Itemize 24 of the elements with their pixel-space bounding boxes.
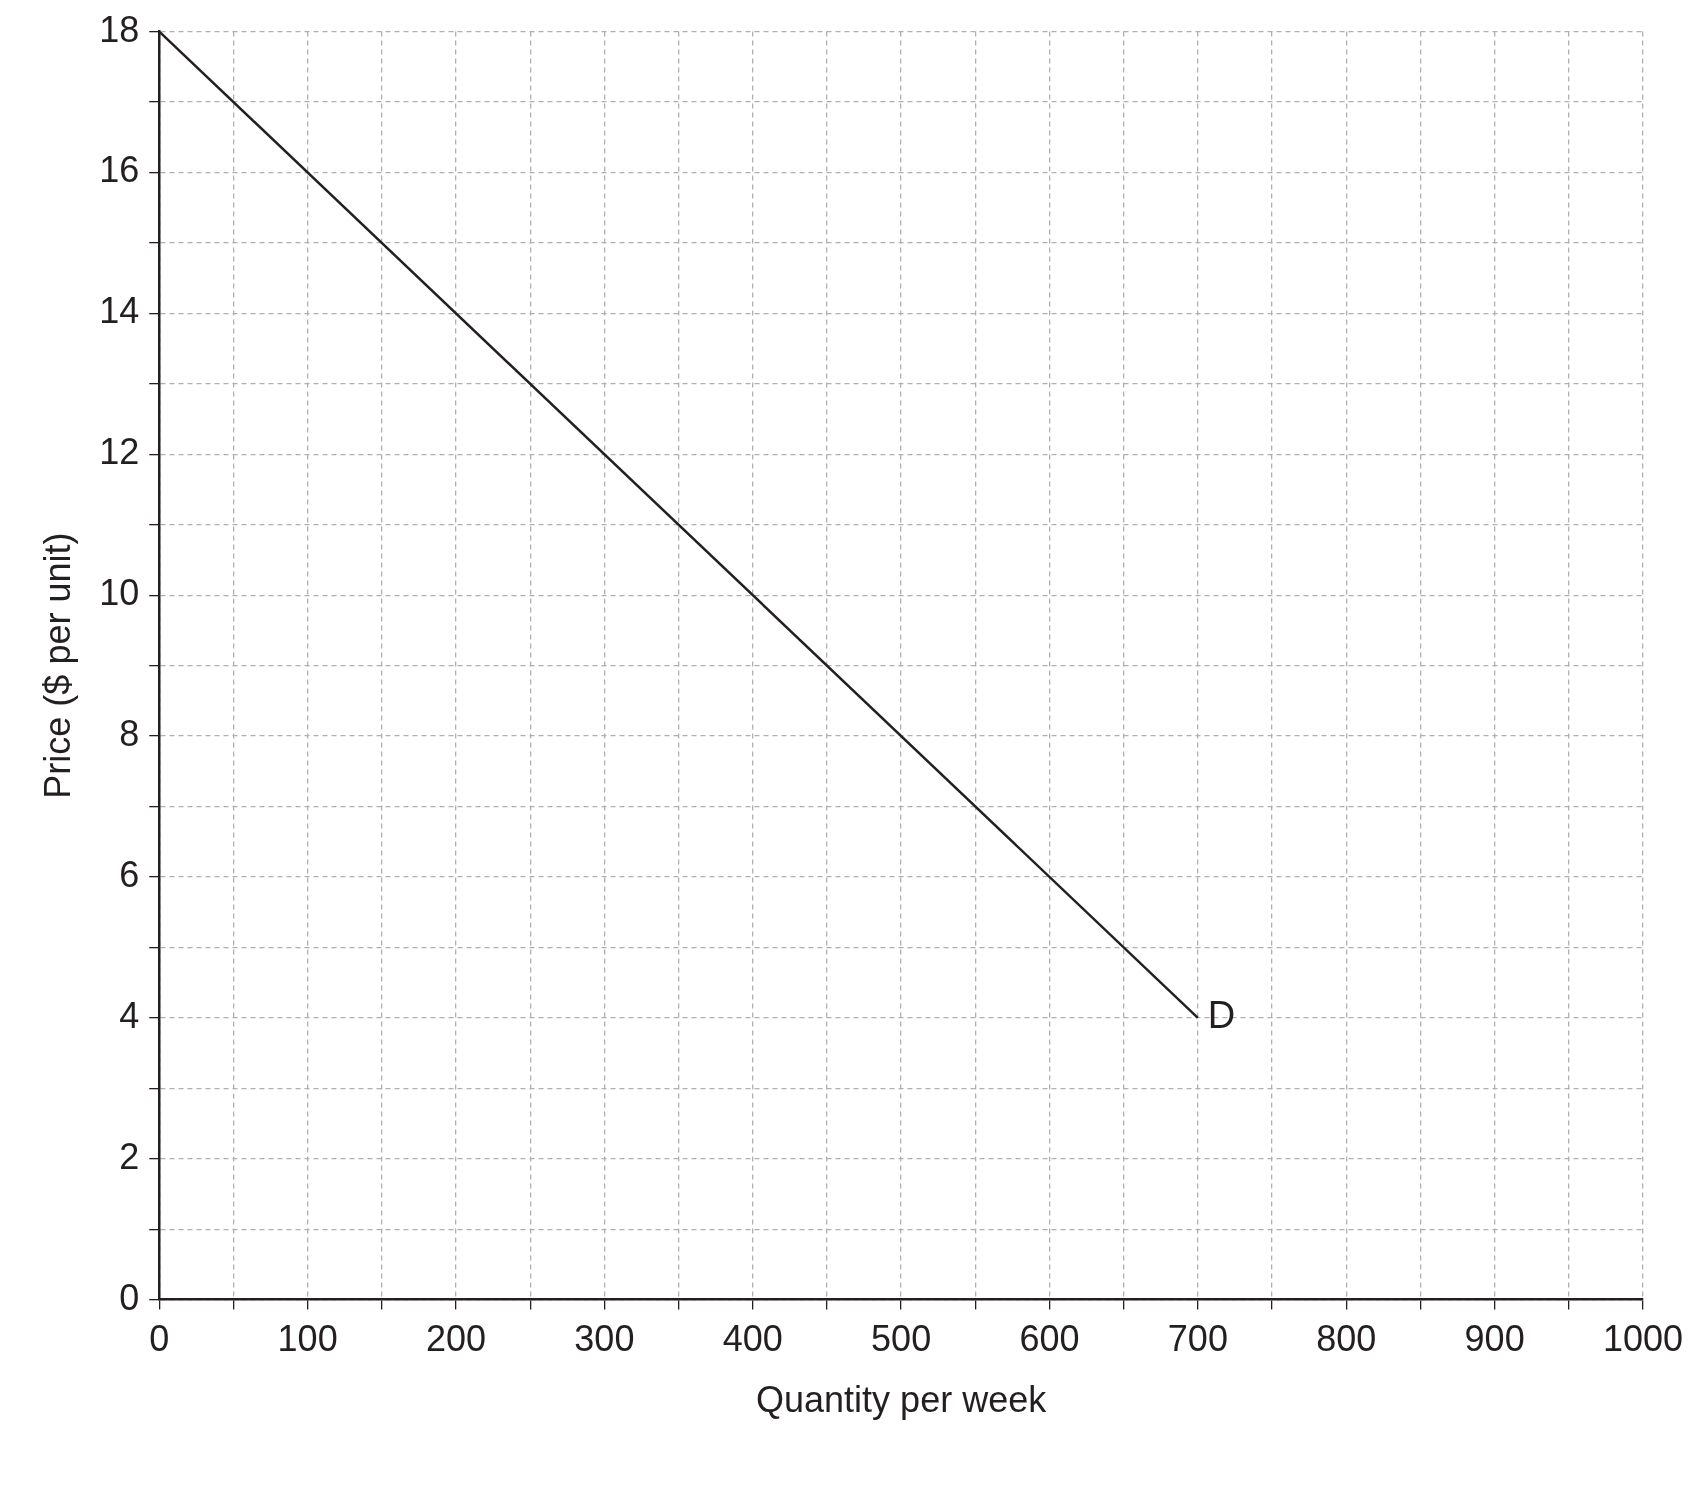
x-tick-label: 700: [1167, 1318, 1228, 1360]
x-tick-label: 600: [1019, 1318, 1080, 1360]
y-tick-label: 12: [99, 431, 140, 473]
y-tick-label: 14: [99, 290, 140, 332]
x-tick-label: 1000: [1602, 1318, 1684, 1360]
x-tick-label: 200: [425, 1318, 487, 1360]
y-tick-label: 6: [119, 853, 140, 895]
x-tick-label: 900: [1464, 1318, 1525, 1360]
x-tick-label: 300: [574, 1318, 635, 1360]
y-tick-label: 18: [99, 8, 140, 50]
y-tick-label: 8: [119, 712, 140, 754]
y-axis-title: Price ($ per unit): [36, 532, 78, 799]
x-tick-label: 400: [722, 1318, 783, 1360]
y-tick-label: 4: [119, 994, 140, 1036]
x-tick-label: 100: [277, 1318, 338, 1360]
y-tick-label: 0: [119, 1276, 140, 1318]
annotation: D: [1207, 994, 1236, 1037]
x-tick-label: 0: [149, 1318, 170, 1360]
y-tick-label: 16: [99, 149, 140, 191]
y-tick-label: 2: [119, 1135, 140, 1177]
x-axis-title: Quantity per week: [756, 1379, 1048, 1421]
x-tick-label: 800: [1316, 1318, 1377, 1360]
x-tick-label: 500: [871, 1318, 932, 1360]
y-tick-label: 10: [99, 572, 140, 614]
